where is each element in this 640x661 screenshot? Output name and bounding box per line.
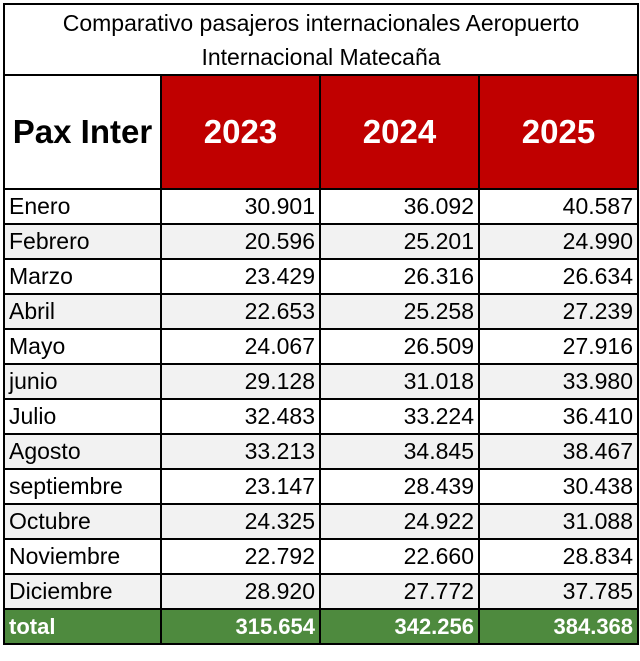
value-cell-2023[interactable]: 33.213 xyxy=(160,433,321,470)
header-year-2024[interactable]: 2024 xyxy=(319,74,480,190)
table-row: Mayo 24.067 26.509 27.916 xyxy=(3,328,640,365)
value-cell-2023[interactable]: 24.325 xyxy=(160,503,321,540)
value-cell-2025[interactable]: 28.834 xyxy=(477,538,640,575)
value-cell-2024[interactable]: 26.509 xyxy=(319,328,480,365)
header-pax-inter[interactable]: Pax Inter xyxy=(3,74,162,190)
month-cell[interactable]: septiembre xyxy=(3,468,162,505)
total-label-cell[interactable]: total xyxy=(3,608,162,645)
month-cell[interactable]: Diciembre xyxy=(3,573,162,610)
value-cell-2025[interactable]: 27.239 xyxy=(477,293,640,330)
value-cell-2024[interactable]: 24.922 xyxy=(319,503,480,540)
passenger-table: Comparativo pasajeros internacionales Ae… xyxy=(2,3,640,645)
value-cell-2025[interactable]: 33.980 xyxy=(477,363,640,400)
value-cell-2024[interactable]: 33.224 xyxy=(319,398,480,435)
value-cell-2025[interactable]: 38.467 xyxy=(477,433,640,470)
value-cell-2025[interactable]: 24.990 xyxy=(477,223,640,260)
value-cell-2024[interactable]: 25.201 xyxy=(319,223,480,260)
value-cell-2023[interactable]: 24.067 xyxy=(160,328,321,365)
month-cell[interactable]: Enero xyxy=(3,188,162,225)
value-cell-2025[interactable]: 40.587 xyxy=(477,188,640,225)
table-row: Marzo 23.429 26.316 26.634 xyxy=(3,258,640,295)
value-cell-2023[interactable]: 22.653 xyxy=(160,293,321,330)
value-cell-2024[interactable]: 22.660 xyxy=(319,538,480,575)
value-cell-2025[interactable]: 31.088 xyxy=(477,503,640,540)
value-cell-2025[interactable]: 30.438 xyxy=(477,468,640,505)
table-title[interactable]: Comparativo pasajeros internacionales Ae… xyxy=(2,3,640,76)
value-cell-2023[interactable]: 22.792 xyxy=(160,538,321,575)
title-line-1: Comparativo pasajeros internacionales Ae… xyxy=(62,9,580,36)
table-row: Noviembre 22.792 22.660 28.834 xyxy=(3,538,640,575)
value-cell-2025[interactable]: 36.410 xyxy=(477,398,640,435)
header-year-2025[interactable]: 2025 xyxy=(477,74,640,190)
value-cell-2024[interactable]: 36.092 xyxy=(319,188,480,225)
value-cell-2023[interactable]: 23.429 xyxy=(160,258,321,295)
value-cell-2024[interactable]: 34.845 xyxy=(319,433,480,470)
month-cell[interactable]: Agosto xyxy=(3,433,162,470)
month-cell[interactable]: junio xyxy=(3,363,162,400)
value-cell-2023[interactable]: 23.147 xyxy=(160,468,321,505)
total-cell-2024[interactable]: 342.256 xyxy=(319,608,480,645)
table-row: Diciembre 28.920 27.772 37.785 xyxy=(3,573,640,610)
total-cell-2023[interactable]: 315.654 xyxy=(160,608,321,645)
header-year-2023[interactable]: 2023 xyxy=(160,74,321,190)
month-cell[interactable]: Febrero xyxy=(3,223,162,260)
table-row: Enero 30.901 36.092 40.587 xyxy=(3,188,640,225)
title-line-2: Internacional Matecaña xyxy=(201,43,441,70)
value-cell-2023[interactable]: 32.483 xyxy=(160,398,321,435)
table-row: septiembre 23.147 28.439 30.438 xyxy=(3,468,640,505)
total-cell-2025[interactable]: 384.368 xyxy=(477,608,640,645)
value-cell-2025[interactable]: 37.785 xyxy=(477,573,640,610)
value-cell-2023[interactable]: 28.920 xyxy=(160,573,321,610)
total-row: total 315.654 342.256 384.368 xyxy=(3,608,640,645)
table-row: Agosto 33.213 34.845 38.467 xyxy=(3,433,640,470)
month-cell[interactable]: Noviembre xyxy=(3,538,162,575)
table-row: Octubre 24.325 24.922 31.088 xyxy=(3,503,640,540)
value-cell-2023[interactable]: 30.901 xyxy=(160,188,321,225)
value-cell-2023[interactable]: 29.128 xyxy=(160,363,321,400)
table-row: Febrero 20.596 25.201 24.990 xyxy=(3,223,640,260)
value-cell-2024[interactable]: 31.018 xyxy=(319,363,480,400)
value-cell-2025[interactable]: 27.916 xyxy=(477,328,640,365)
table-row: Julio 32.483 33.224 36.410 xyxy=(3,398,640,435)
month-cell[interactable]: Abril xyxy=(3,293,162,330)
month-cell[interactable]: Octubre xyxy=(3,503,162,540)
table-row: Abril 22.653 25.258 27.239 xyxy=(3,293,640,330)
value-cell-2024[interactable]: 27.772 xyxy=(319,573,480,610)
value-cell-2024[interactable]: 28.439 xyxy=(319,468,480,505)
month-cell[interactable]: Marzo xyxy=(3,258,162,295)
value-cell-2023[interactable]: 20.596 xyxy=(160,223,321,260)
month-cell[interactable]: Julio xyxy=(3,398,162,435)
value-cell-2024[interactable]: 26.316 xyxy=(319,258,480,295)
value-cell-2025[interactable]: 26.634 xyxy=(477,258,640,295)
month-cell[interactable]: Mayo xyxy=(3,328,162,365)
table-row: junio 29.128 31.018 33.980 xyxy=(3,363,640,400)
value-cell-2024[interactable]: 25.258 xyxy=(319,293,480,330)
